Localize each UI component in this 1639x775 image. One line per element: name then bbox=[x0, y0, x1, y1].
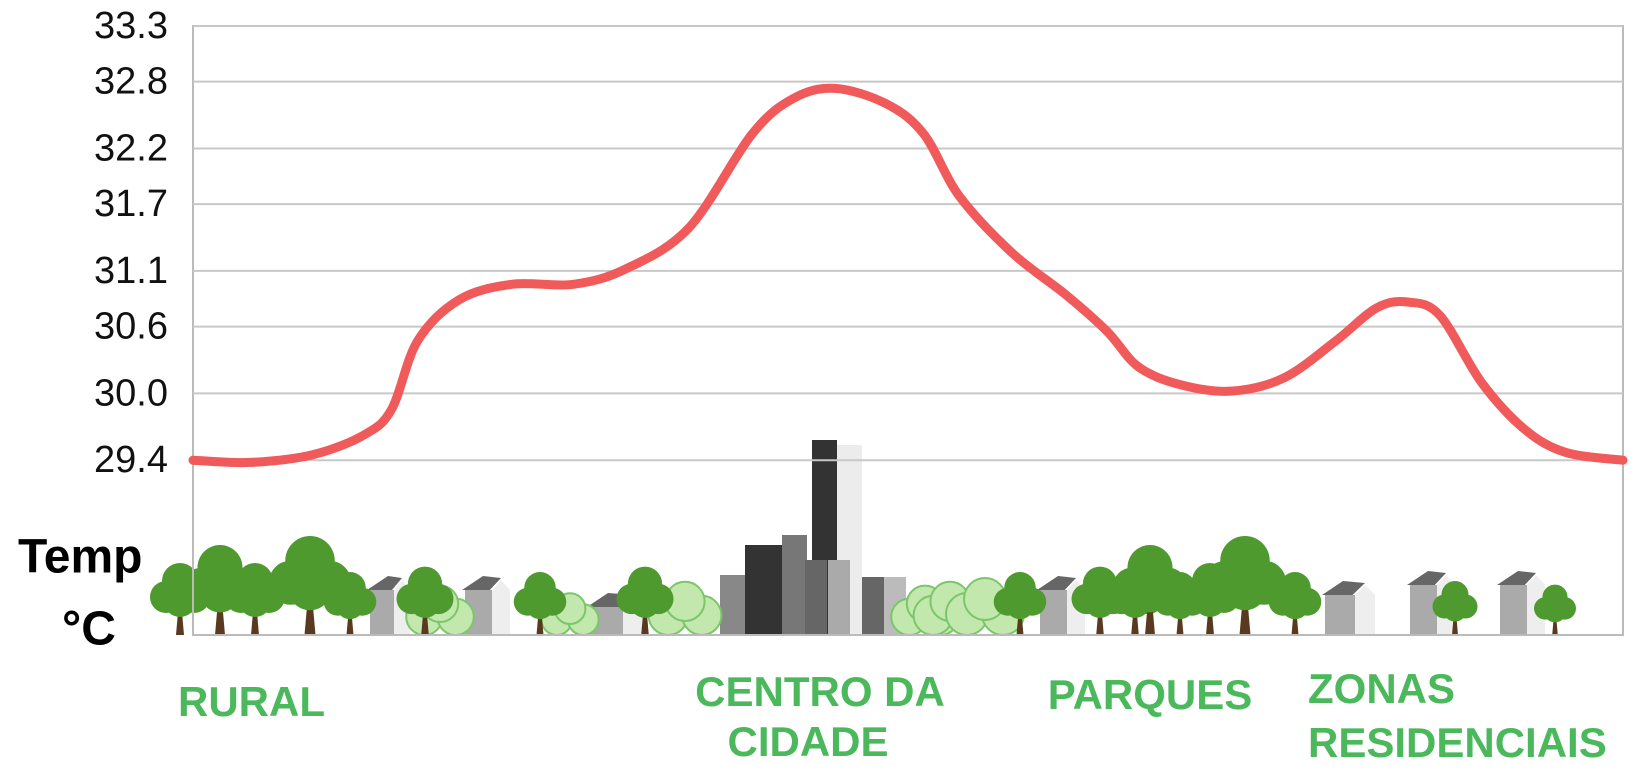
temperature-line bbox=[188, 83, 1628, 468]
tree-trunk bbox=[641, 604, 649, 635]
tree-crown bbox=[239, 585, 271, 617]
house-roof bbox=[367, 576, 402, 590]
building bbox=[782, 535, 807, 635]
zone-label: RURAL bbox=[178, 678, 325, 725]
building bbox=[862, 577, 884, 635]
zone-label: ZONAS bbox=[1308, 665, 1455, 712]
tree-crown bbox=[1281, 591, 1309, 620]
y-tick-label: 32.8 bbox=[94, 61, 168, 103]
tree-crown bbox=[288, 566, 332, 611]
tree-crown bbox=[1543, 600, 1567, 623]
zone-label: RESIDENCIAIS bbox=[1308, 719, 1607, 766]
landscape bbox=[150, 440, 1577, 637]
y-tick-label: 30.0 bbox=[94, 372, 168, 414]
building bbox=[805, 560, 827, 635]
tree-crown bbox=[409, 587, 441, 618]
axes: 29.4 30.0 30.6 31.1 31.7 32.2 32.8 33.3 bbox=[94, 5, 1624, 636]
tree-crown bbox=[1443, 597, 1467, 622]
building bbox=[828, 560, 850, 635]
building bbox=[745, 545, 785, 635]
tree-trunk bbox=[1552, 612, 1558, 635]
tree-trunk bbox=[251, 603, 259, 635]
zone-label: PARQUES bbox=[1048, 671, 1253, 718]
house-roof bbox=[1497, 571, 1536, 585]
y-tick-label: 33.3 bbox=[94, 5, 168, 47]
building bbox=[720, 575, 745, 635]
zone-label: CIDADE bbox=[727, 718, 888, 765]
tree-trunk bbox=[1096, 604, 1104, 635]
tree-trunk bbox=[421, 604, 429, 635]
y-tick-label: 32.2 bbox=[94, 127, 168, 169]
house bbox=[1325, 595, 1355, 635]
y-tick-label: 31.1 bbox=[94, 250, 168, 292]
house-roof bbox=[1322, 581, 1365, 595]
house bbox=[1500, 585, 1527, 635]
house-side bbox=[1355, 585, 1375, 635]
tree-trunk bbox=[1131, 604, 1139, 635]
tree-trunk bbox=[1206, 603, 1214, 635]
house-roof bbox=[1407, 571, 1446, 585]
house-side bbox=[492, 580, 510, 635]
tree-crown bbox=[1223, 566, 1267, 611]
house-roof bbox=[1037, 576, 1076, 590]
zone-label: CENTRO DA bbox=[695, 668, 945, 715]
tree-trunk bbox=[1016, 607, 1024, 635]
y-tick-label: 30.6 bbox=[94, 306, 168, 348]
tree-trunk bbox=[304, 591, 316, 635]
house-roof bbox=[462, 576, 501, 590]
y-axis-label: °C bbox=[62, 603, 116, 656]
tree-trunk bbox=[215, 595, 225, 635]
tree-crown bbox=[526, 591, 554, 620]
tree-trunk bbox=[1176, 607, 1184, 635]
tree-trunk bbox=[1291, 607, 1299, 635]
tree-trunk bbox=[1145, 595, 1155, 635]
tree-crown bbox=[336, 591, 364, 620]
tree-trunk bbox=[176, 603, 184, 635]
tree-crown bbox=[1006, 591, 1034, 620]
tree-trunk bbox=[346, 607, 354, 635]
y-tick-label: 29.4 bbox=[94, 439, 168, 481]
tree-trunk bbox=[536, 607, 544, 635]
y-tick-label: 31.7 bbox=[94, 183, 168, 225]
tree-trunk bbox=[1239, 591, 1251, 635]
y-axis-label: Temp bbox=[18, 531, 142, 584]
tree-trunk bbox=[1452, 611, 1458, 635]
tree-crown bbox=[629, 587, 661, 618]
house bbox=[1410, 585, 1437, 635]
